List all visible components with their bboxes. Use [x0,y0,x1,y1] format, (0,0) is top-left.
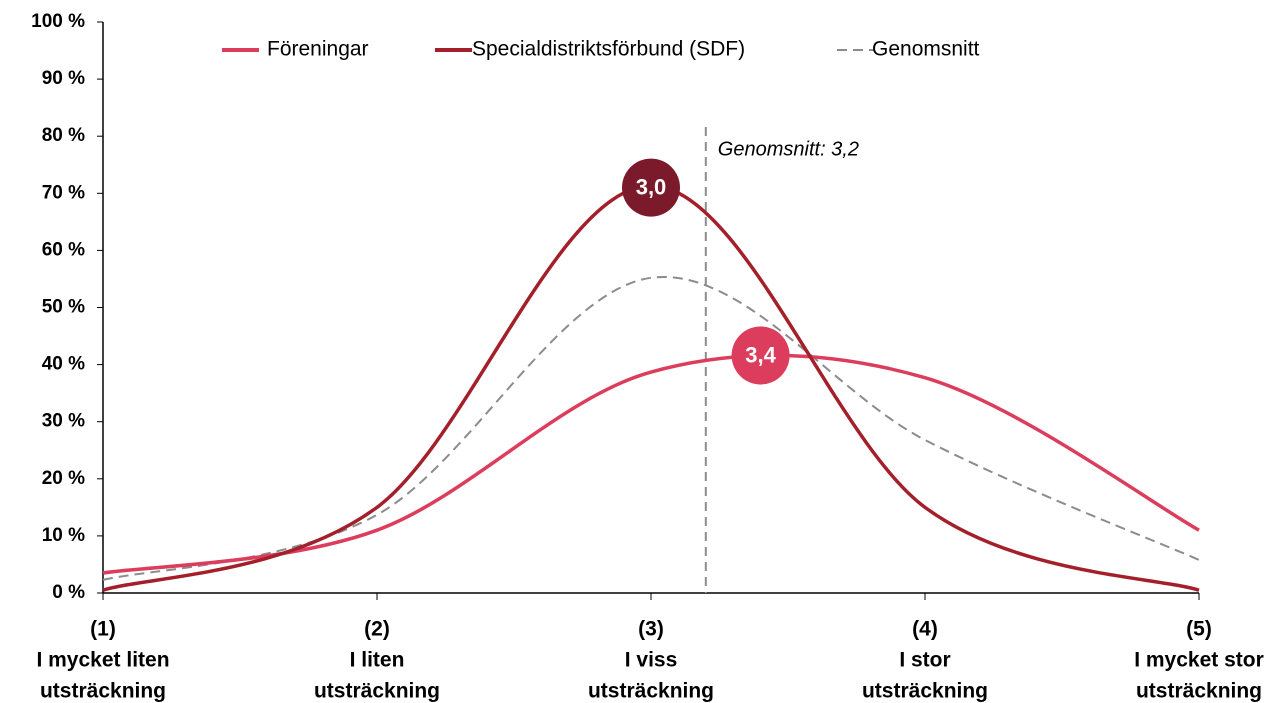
x-tick-label: I stor [899,649,950,672]
series-line [102,275,1200,581]
legend-label: Specialdistriktsförbund (SDF) [472,38,745,61]
x-tick-label: (1) [90,618,116,641]
y-tick-label: 90 % [42,68,85,89]
marker [622,158,680,217]
x-tick-label: (3) [638,618,664,641]
x-tick-label: I mycket stor [1134,649,1264,672]
x-tick-label: I mycket liten [36,649,169,672]
x-tick-label: utsträckning [1136,680,1262,703]
x-tick-label: (4) [912,618,938,641]
marker-label: 3,0 [636,174,667,199]
x-tick-label: I viss [625,649,678,672]
y-tick-label: 100 % [31,11,85,32]
marker-label: 3,4 [745,342,776,367]
reference-label: Genomsnitt: 3,2 [718,138,859,160]
y-tick-label: 60 % [42,239,85,260]
series-line [102,353,1200,575]
legend-label: Genomsnitt [872,38,980,61]
x-tick-label: utsträckning [40,680,166,703]
marker [731,326,790,385]
x-tick-label: utsträckning [314,680,440,703]
legend-label: Föreningar [267,38,369,61]
y-tick-label: 0 % [52,582,85,603]
y-tick-label: 20 % [42,468,85,489]
y-tick-label: 40 % [42,354,85,375]
x-tick-label: (5) [1186,618,1212,641]
y-tick-label: 30 % [42,411,85,432]
y-tick-label: 10 % [42,525,85,546]
x-tick-label: I liten [350,649,405,672]
y-tick-label: 80 % [42,125,85,146]
y-tick-label: 70 % [42,182,85,203]
series-line [102,184,1200,592]
y-tick-label: 50 % [42,297,85,318]
x-tick-label: utsträckning [862,680,988,703]
x-tick-label: utsträckning [588,680,714,703]
x-tick-label: (2) [364,618,390,641]
